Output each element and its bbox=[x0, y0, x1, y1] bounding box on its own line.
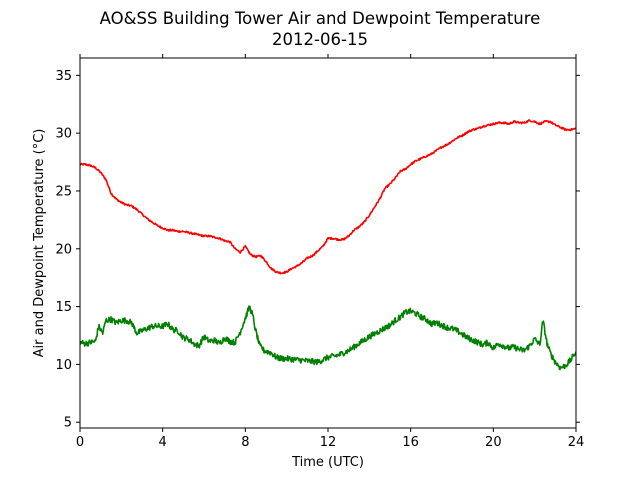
x-tick-label: 4 bbox=[159, 435, 167, 450]
x-tick-label: 8 bbox=[241, 435, 249, 450]
plot-area bbox=[79, 57, 577, 429]
y-tick-label: 35 bbox=[55, 69, 72, 84]
x-tick-label: 0 bbox=[76, 435, 84, 450]
x-tick-label: 16 bbox=[402, 435, 419, 450]
x-axis: 0 4 8 12 16 20 24 bbox=[76, 54, 584, 450]
y-axis: 5 10 15 20 25 30 35 bbox=[55, 69, 580, 431]
series-line-dewpoint bbox=[80, 305, 576, 371]
x-tick-label: 12 bbox=[320, 435, 337, 450]
series-line-air bbox=[80, 119, 576, 275]
y-tick-label: 5 bbox=[64, 416, 72, 431]
y-tick-label: 30 bbox=[55, 127, 72, 142]
x-tick-label: 24 bbox=[568, 435, 585, 450]
chart-title: AO&SS Building Tower Air and Dewpoint Te… bbox=[100, 9, 541, 28]
x-tick-label: 20 bbox=[485, 435, 502, 450]
plot-frame bbox=[79, 57, 577, 429]
y-tick-label: 25 bbox=[55, 184, 72, 199]
y-tick-label: 15 bbox=[55, 300, 72, 315]
y-tick-label: 10 bbox=[55, 358, 72, 373]
chart-subtitle: 2012-06-15 bbox=[272, 30, 368, 49]
y-tick-label: 20 bbox=[55, 242, 72, 257]
x-axis-label: Time (UTC) bbox=[291, 455, 364, 470]
y-axis-label: Air and Dewpoint Temperature (°C) bbox=[32, 129, 47, 358]
